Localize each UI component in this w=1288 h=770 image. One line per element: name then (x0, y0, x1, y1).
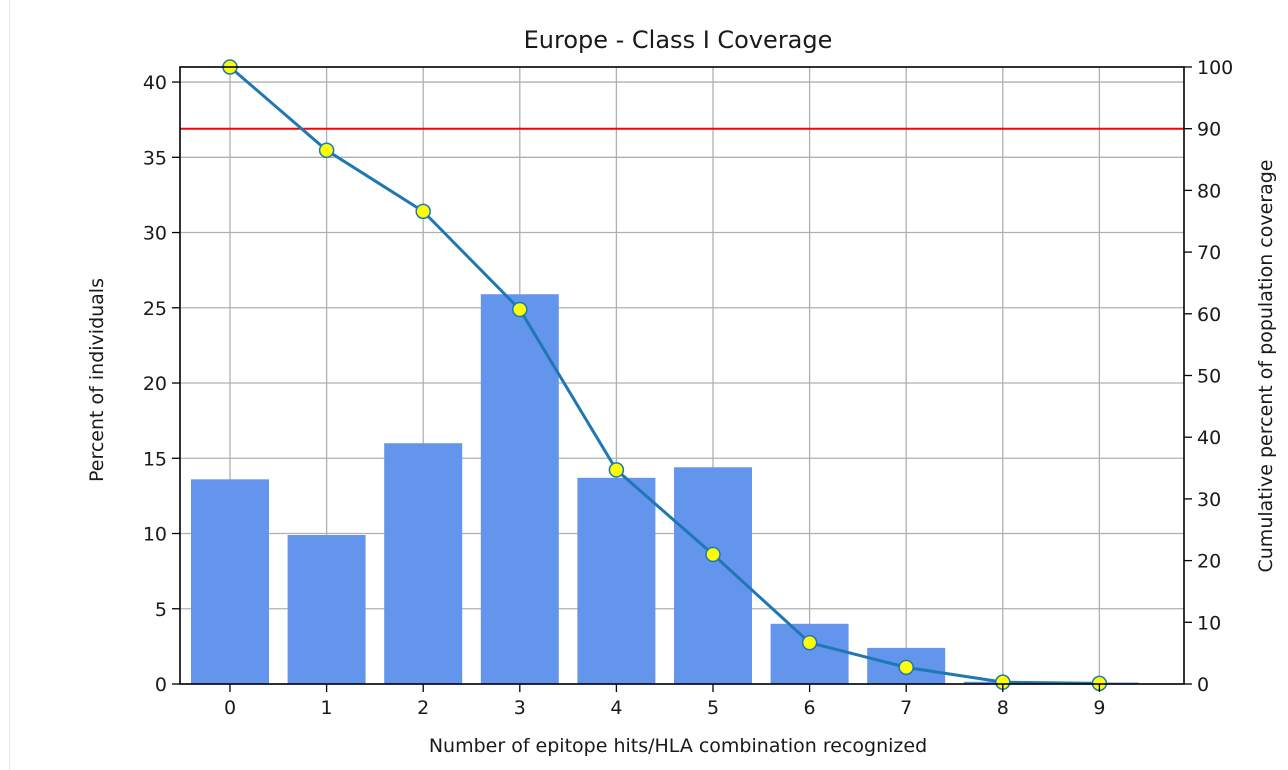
y-tick-label: 20 (143, 373, 167, 395)
x-tick-label: 5 (707, 697, 719, 719)
line-point (608, 462, 625, 478)
x-tick-label: 0 (224, 697, 236, 719)
y2-tick-label: 50 (1197, 366, 1221, 388)
bar (770, 623, 849, 684)
left-divider (9, 0, 10, 770)
x-tick-label: 3 (514, 697, 526, 719)
y-axis-label: Percent of individuals (86, 278, 108, 482)
y2-tick-label: 70 (1197, 242, 1221, 264)
x-axis-label: Number of epitope hits/HLA combination r… (429, 735, 927, 757)
y-tick-label: 15 (143, 448, 167, 470)
bar (191, 479, 269, 684)
y-tick-label: 30 (143, 223, 167, 245)
line-layer (222, 59, 1108, 692)
y2-tick-label: 90 (1197, 119, 1221, 141)
line-point (898, 659, 914, 676)
bar (674, 467, 752, 684)
y-tick-label: 35 (143, 147, 167, 169)
y-tick-label: 10 (143, 524, 167, 546)
y-tick-label: 0 (155, 674, 167, 696)
bar (480, 294, 559, 684)
line-point (801, 634, 818, 651)
y2-tick-label: 20 (1197, 551, 1221, 573)
line-point (318, 142, 335, 159)
x-tick-label: 4 (610, 697, 622, 719)
x-tick-label: 8 (997, 697, 1009, 719)
bar (287, 535, 366, 684)
y2-tick-label: 80 (1197, 180, 1221, 202)
y2-tick-label: 30 (1197, 489, 1221, 511)
y2-tick-label: 0 (1197, 674, 1209, 696)
line-point (705, 546, 721, 563)
y-tick-label: 25 (143, 298, 167, 320)
x-tick-label: 6 (804, 697, 816, 719)
x-tick-label: 9 (1093, 697, 1105, 719)
y2-tick-label: 60 (1197, 304, 1221, 326)
bar (577, 477, 656, 684)
bar (384, 443, 463, 684)
x-tick-label: 2 (417, 697, 429, 719)
cumulative-line (229, 65, 1100, 685)
x-tick-label: 1 (321, 697, 333, 719)
y-tick-label: 5 (155, 599, 167, 621)
y2-tick-label: 40 (1197, 427, 1221, 449)
y2-tick-label: 10 (1197, 612, 1221, 634)
x-tick-label: 7 (900, 697, 912, 719)
y2-tick-label: 100 (1197, 57, 1233, 79)
chart-title: Europe - Class I Coverage (524, 26, 833, 54)
y-tick-label: 40 (143, 72, 167, 94)
line-point (415, 203, 431, 220)
y2-axis-label: Cumulative percent of population coverag… (1255, 160, 1277, 573)
bar-layer (191, 294, 1139, 684)
line-point (512, 301, 528, 318)
